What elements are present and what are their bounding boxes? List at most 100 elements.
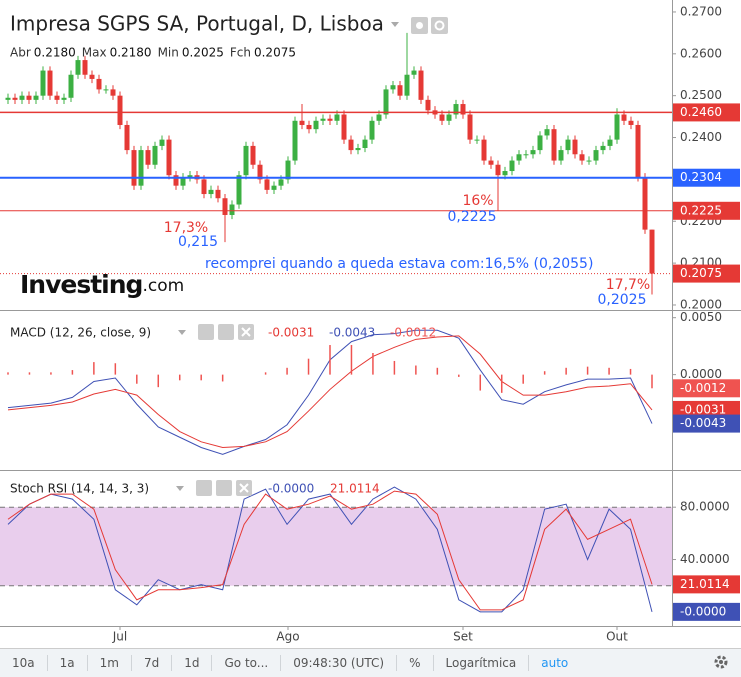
candle-body [642,177,648,230]
candle-body [614,114,620,140]
candle-body [467,114,473,140]
candle-body [166,139,172,176]
candle-body [61,97,67,100]
candle-body [474,139,480,141]
candle-body [488,160,494,165]
candle-body [208,189,214,195]
eye-icon[interactable] [198,324,214,340]
candle-body [299,120,305,125]
price-label-box [673,575,740,594]
y-tick-label: 0.2500 [680,88,722,102]
candle-body [383,89,389,115]
candle-body [271,185,277,190]
close-cross [241,327,251,337]
price-label-box [673,414,740,433]
settings-icon[interactable] [431,17,448,34]
toolbar-button[interactable]: Go to... [212,655,282,671]
candle-body [187,175,193,178]
toolbar-button[interactable]: Logarítmica [434,655,530,671]
candle-body [250,145,256,165]
ohlc-label: Fch [230,46,251,60]
candle-body [509,160,515,172]
candle-body [439,114,445,121]
candle-body [355,148,361,151]
candle-body [54,95,60,100]
legend-value: -0.0043 [329,326,375,340]
annotation: 16% [462,193,493,209]
annotation: 17,7% [606,277,650,293]
settings-icon[interactable] [216,480,232,496]
candle-body [635,124,641,178]
candle-body [180,177,186,186]
overlay: Impresa SGPS SA, Portugal, D, Lisboa Abr… [0,0,741,627]
candle-body [495,164,501,176]
candle-body [558,150,564,161]
candle-body [348,139,354,151]
toolbar-button[interactable]: 1a [48,655,88,671]
candle-body [523,154,529,156]
chart: 0.27000.26000.25000.24000.23000.22000.21… [0,0,741,644]
gear-center [719,659,723,664]
candle-body [292,120,298,161]
settings-icon[interactable] [218,324,234,340]
candle-body [586,160,592,162]
candle-body [19,95,25,100]
candle-body [222,198,228,215]
candle-body [124,124,130,151]
candle-body [572,139,578,155]
candle-body [425,99,431,111]
annotation: recomprei quando a queda estava com:16,5… [205,256,593,272]
toolbar-button[interactable]: 09:48:30 (UTC) [281,655,398,671]
level-band [0,507,672,586]
ohlc-legend: Abr 0.2180 Max 0.2180 Min 0.2025 Fch 0.2075 [10,46,296,60]
candle-body [600,145,606,151]
candle-body [26,95,32,100]
gear-teeth [714,655,728,668]
price-label-box [673,602,740,621]
dropdown-icon[interactable] [391,22,399,27]
price-label-box [673,379,740,398]
candle-body [516,154,522,161]
toolbar-button[interactable]: 1m [88,655,132,671]
candle-body [404,74,410,96]
candle-body [278,179,284,186]
toolbar-button[interactable]: 10a [0,655,48,671]
dropdown-icon[interactable] [178,330,186,335]
logo: Investing.com [20,270,184,299]
candle-body [397,85,403,96]
close-cross [239,483,249,493]
candle-body [82,60,88,75]
stoch-title: Stoch RSI (14, 14, 3, 3) [10,482,149,496]
toolbar-button[interactable]: 7d [132,655,173,671]
toolbar-button[interactable]: auto [541,656,569,670]
candle-body [551,129,557,161]
price-label: 21.0114 [680,577,730,591]
marks: 0.27000.26000.25000.24000.23000.22000.21… [0,4,740,644]
y-tick-label: 80.0000 [680,500,730,514]
candle-body [313,120,319,130]
legend-value: -0.0031 [268,326,314,340]
toolbar-button[interactable]: 1d [172,655,213,671]
candle-body [390,85,396,90]
candle-body [110,89,116,96]
gear-shape [434,20,445,31]
annotation: 17,3% [164,220,208,236]
candle-body [89,74,95,79]
candle-body [607,139,613,146]
candle-body [47,70,53,96]
candle-body [369,120,375,140]
candle-body [201,179,207,195]
toolbar-button[interactable]: % [397,655,434,671]
ohlc-value: 0.2180 [110,46,152,60]
price-label: 0.2225 [680,203,722,217]
price-label-box [673,103,740,122]
price-label: -0.0000 [680,604,726,618]
candle-body [327,118,333,121]
settings-button[interactable] [701,654,741,673]
x-tick-label: Ago [276,630,299,644]
dropdown-icon[interactable] [176,486,184,491]
candle-body [152,145,158,165]
eye-icon[interactable] [196,480,212,496]
candle-body [145,150,151,165]
